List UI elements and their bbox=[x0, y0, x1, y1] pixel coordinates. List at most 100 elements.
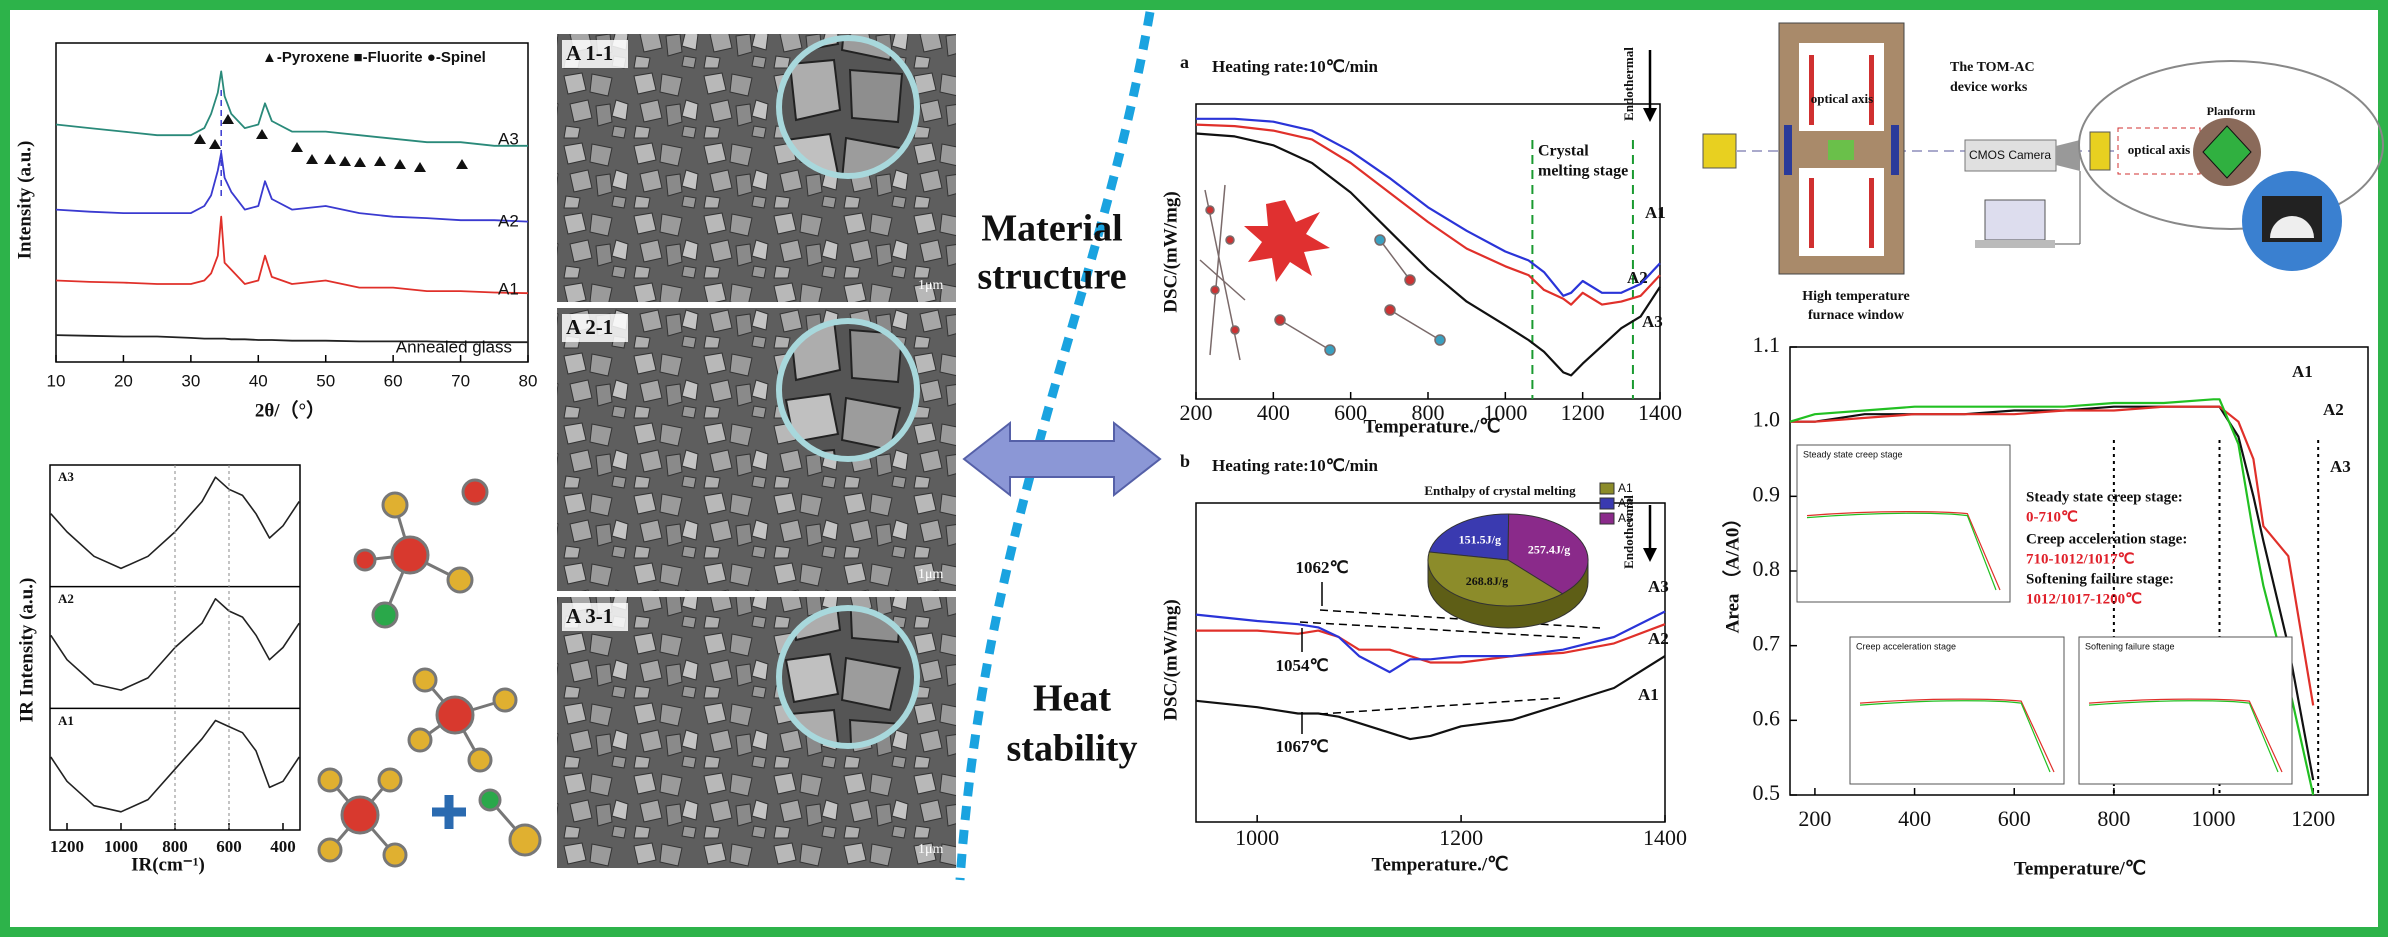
theme-text: Heat bbox=[1033, 678, 1111, 720]
micrographs: A 1-1 A 2-1 A 3-1 1μm 1μm 1μm bbox=[557, 34, 956, 868]
x-tick-label: 1000 bbox=[1235, 825, 1279, 850]
phase-marker bbox=[354, 157, 366, 167]
phase-marker bbox=[194, 134, 206, 144]
baseline bbox=[1319, 609, 1601, 629]
x-tick-label: 1000 bbox=[1483, 400, 1527, 425]
series-label: Annealed glass bbox=[396, 337, 512, 356]
phase-marker bbox=[209, 139, 221, 149]
line-series bbox=[1195, 655, 1666, 741]
series-label: A3 bbox=[1642, 312, 1663, 331]
label-bg bbox=[562, 603, 628, 631]
legend-swatch bbox=[1599, 497, 1615, 510]
x-tick-label: 800 bbox=[2097, 806, 2130, 831]
micrograph-label: A 1-1 bbox=[566, 41, 613, 65]
x-tick-label: 600 bbox=[216, 837, 242, 856]
x-tick-label: 400 bbox=[1257, 400, 1290, 425]
annotation: 0-710℃ bbox=[2026, 509, 2078, 525]
legend-swatch bbox=[1599, 512, 1615, 525]
annotation: 1067℃ bbox=[1275, 737, 1328, 756]
device-label: furnace window bbox=[1808, 308, 1905, 323]
line-series bbox=[55, 215, 529, 295]
zoom-image bbox=[782, 611, 914, 743]
inset-title: Creep acceleration stage bbox=[1856, 641, 1956, 651]
line-series bbox=[1790, 405, 2315, 706]
y-tick-label: 1.1 bbox=[1753, 332, 1781, 357]
inset-title: Softening failure stage bbox=[2085, 641, 2175, 651]
panel-letter: b bbox=[1180, 451, 1190, 471]
label-bg bbox=[562, 314, 628, 342]
x-tick-label: 1200 bbox=[1561, 400, 1605, 425]
zoom-image bbox=[782, 41, 914, 173]
x-tick-label: 400 bbox=[1898, 806, 1931, 831]
device-label: optical axis bbox=[2128, 142, 2190, 157]
endo-arrowhead bbox=[1643, 548, 1657, 562]
dsc-illustration bbox=[1199, 184, 1446, 361]
annotation: 1012/1017-1200℃ bbox=[2026, 591, 2142, 607]
device-label: optical axis bbox=[1811, 91, 1873, 106]
series-label: A1 bbox=[1645, 203, 1666, 222]
x-tick-label: 10 bbox=[47, 371, 66, 390]
inset-curve bbox=[1859, 698, 2055, 773]
line-series bbox=[55, 70, 528, 147]
pie-value-label: 268.8J/g bbox=[1466, 574, 1508, 588]
y-axis-label: Area （A/A0） bbox=[1720, 509, 1743, 634]
x-tick-label: 1200 bbox=[50, 837, 84, 856]
light-source bbox=[1702, 133, 1737, 169]
double-arrow bbox=[962, 420, 1162, 498]
annotation: 1054℃ bbox=[1275, 656, 1328, 675]
line-series bbox=[50, 719, 300, 813]
series-label: A1 bbox=[58, 713, 74, 728]
x-tick-label: 600 bbox=[1998, 806, 2031, 831]
x-tick-label: 1200 bbox=[2291, 806, 2335, 831]
line-series bbox=[50, 598, 300, 691]
theme-text: stability bbox=[1007, 728, 1138, 770]
pie-value-label: 151.5J/g bbox=[1459, 532, 1501, 546]
plot-frame bbox=[1195, 502, 1666, 823]
line-series bbox=[1195, 132, 1661, 377]
series-label: A2 bbox=[498, 211, 519, 230]
y-axis-label: IR Intensity (a.u.) bbox=[16, 578, 37, 723]
pie-slice bbox=[1427, 551, 1564, 607]
line-series bbox=[50, 476, 300, 570]
series-label: A2 bbox=[2323, 400, 2344, 419]
phase-marker bbox=[291, 142, 303, 152]
panel-letter: a bbox=[1180, 52, 1189, 72]
x-axis-label: Temperature/℃ bbox=[2014, 858, 2146, 879]
inset-title: Steady state creep stage bbox=[1803, 449, 1903, 459]
zoom-image bbox=[782, 324, 914, 456]
phase-marker bbox=[456, 159, 468, 169]
inset-frame bbox=[1849, 636, 2065, 785]
inset-frame bbox=[1796, 444, 2011, 603]
annotation: 1062℃ bbox=[1295, 558, 1348, 577]
device-label: High temperature bbox=[1802, 289, 1909, 304]
inset-curve bbox=[2088, 700, 2279, 773]
y-tick-label: 0.5 bbox=[1753, 780, 1781, 805]
line-series bbox=[1790, 405, 2315, 781]
x-tick-label: 30 bbox=[181, 371, 200, 390]
line-series bbox=[1195, 123, 1661, 306]
annotation: Crystal bbox=[1538, 143, 1589, 160]
line-series bbox=[1789, 398, 2315, 796]
phase-marker bbox=[374, 156, 386, 166]
series-label: A2 bbox=[58, 591, 74, 606]
inset-frame bbox=[2078, 636, 2293, 785]
x-tick-label: 1000 bbox=[104, 837, 138, 856]
phase-marker bbox=[256, 129, 268, 139]
series-label: A3 bbox=[1648, 577, 1669, 596]
x-tick-label: 1400 bbox=[1638, 400, 1682, 425]
legend-label: A1 bbox=[1618, 481, 1633, 495]
series-label: A2 bbox=[1648, 629, 1669, 648]
baseline bbox=[1319, 697, 1561, 715]
device-label: Planform bbox=[2207, 104, 2256, 118]
y-tick-label: 0.9 bbox=[1753, 481, 1781, 506]
endo-arrowhead bbox=[1643, 108, 1657, 122]
x-tick-label: 1200 bbox=[1439, 825, 1483, 850]
inset-curve bbox=[1806, 512, 1997, 591]
phase-marker bbox=[306, 154, 318, 164]
scale-label: 1μm bbox=[918, 567, 944, 582]
pie-slice bbox=[1507, 513, 1589, 595]
theme-text: structure bbox=[977, 256, 1126, 298]
x-tick-label: 50 bbox=[316, 371, 335, 390]
